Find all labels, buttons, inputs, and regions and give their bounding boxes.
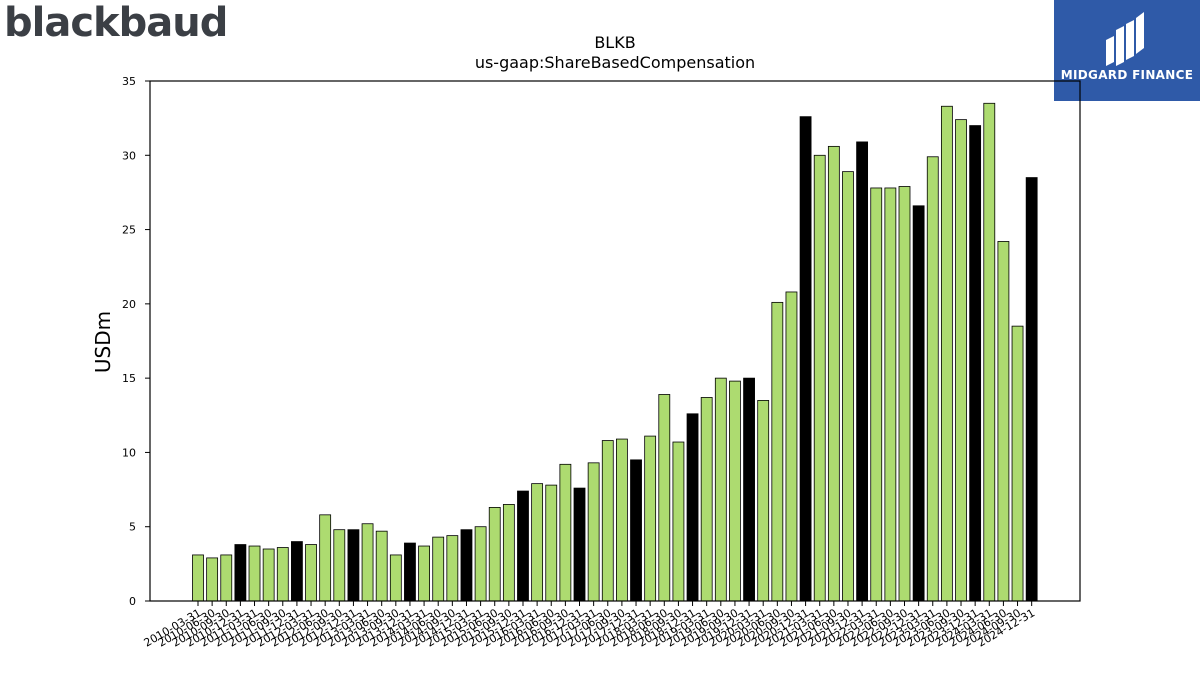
bar: [983, 102, 996, 602]
bar: [842, 171, 854, 602]
bar: [262, 548, 275, 602]
bar: [658, 394, 671, 602]
bar: [446, 535, 459, 602]
bar: [192, 554, 204, 602]
bar: [220, 554, 233, 602]
bar: [969, 125, 982, 602]
bar: [502, 504, 515, 602]
bar: [940, 105, 953, 602]
bar: [587, 462, 600, 602]
bar: [644, 435, 657, 602]
bar: [729, 380, 741, 602]
bar: [460, 529, 473, 602]
bar: [291, 541, 303, 602]
bar: [672, 441, 685, 602]
bar: [630, 459, 642, 602]
bar: [573, 487, 586, 602]
bar: [785, 291, 798, 602]
bar: [248, 545, 261, 602]
bar: [955, 119, 967, 602]
y-tick-label: 35: [122, 75, 136, 88]
y-tick-label: 0: [129, 595, 136, 608]
bar: [559, 463, 572, 602]
bar: [361, 523, 374, 602]
blackbaud-logo: blackbaud: [4, 0, 228, 46]
bar: [926, 156, 939, 602]
bar: [616, 438, 628, 602]
bar: [912, 205, 925, 602]
bar: [714, 377, 727, 602]
bar: [333, 529, 346, 602]
bar: [375, 530, 388, 602]
bar: [517, 490, 529, 602]
bar: [404, 542, 416, 602]
y-tick-label: 10: [122, 446, 136, 459]
bar: [474, 526, 487, 602]
y-axis-label: USDm: [91, 311, 115, 373]
bar: [488, 506, 501, 602]
bar: [1011, 325, 1024, 602]
bar: [432, 536, 445, 602]
bar: [771, 301, 784, 602]
plot-frame: [149, 80, 1081, 602]
bar: [743, 377, 755, 602]
bar: [347, 529, 360, 602]
bar: [757, 400, 770, 602]
bar: [531, 483, 544, 602]
bar: [276, 547, 289, 602]
y-tick-label: 25: [122, 224, 136, 237]
bar: [206, 557, 219, 602]
plot-area: 051015202530352010-03-312010-06-302010-0…: [122, 75, 1081, 650]
chart-title: BLKB: [594, 33, 635, 52]
bar: [389, 554, 402, 602]
bar: [234, 544, 247, 602]
midgard-finance-logo: MIDGARD FINANCE: [1054, 0, 1200, 101]
y-tick-label: 20: [122, 298, 136, 311]
bar: [884, 187, 897, 602]
bar: [813, 154, 826, 602]
bar: [545, 484, 558, 602]
bar: [601, 440, 614, 602]
y-tick-label: 5: [129, 521, 136, 534]
bar: [686, 413, 699, 602]
chart-subtitle: us-gaap:ShareBasedCompensation: [475, 53, 755, 72]
y-tick-label: 30: [122, 149, 136, 162]
bar: [700, 397, 713, 602]
bar: [898, 186, 911, 602]
bar: [799, 116, 812, 602]
bar: [827, 145, 840, 602]
bar: [856, 141, 869, 602]
bar: [870, 187, 883, 602]
bar: [305, 544, 317, 602]
y-tick-label: 15: [122, 372, 136, 385]
bar: [418, 545, 430, 602]
bar: [319, 514, 332, 602]
midgard-mark-icon: [1106, 12, 1144, 66]
bar: [997, 241, 1010, 602]
bar: [1025, 177, 1038, 602]
midgard-finance-wordmark: MIDGARD FINANCE: [1060, 68, 1194, 82]
